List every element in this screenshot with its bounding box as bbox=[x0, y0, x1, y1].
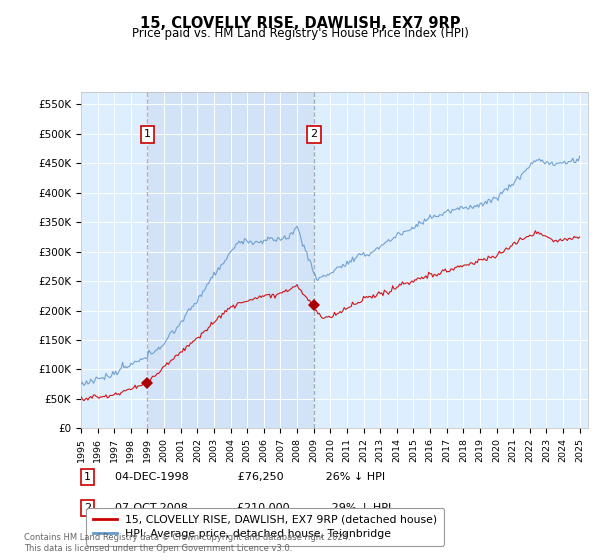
Text: 1: 1 bbox=[84, 472, 91, 482]
Text: 2: 2 bbox=[310, 129, 317, 139]
Text: 04-DEC-1998              £76,250            26% ↓ HPI: 04-DEC-1998 £76,250 26% ↓ HPI bbox=[101, 472, 385, 482]
Text: 2: 2 bbox=[84, 503, 91, 513]
Text: 1: 1 bbox=[144, 129, 151, 139]
Text: Contains HM Land Registry data © Crown copyright and database right 2024.
This d: Contains HM Land Registry data © Crown c… bbox=[24, 533, 350, 553]
Text: 15, CLOVELLY RISE, DAWLISH, EX7 9RP: 15, CLOVELLY RISE, DAWLISH, EX7 9RP bbox=[140, 16, 460, 31]
Legend: 15, CLOVELLY RISE, DAWLISH, EX7 9RP (detached house), HPI: Average price, detach: 15, CLOVELLY RISE, DAWLISH, EX7 9RP (det… bbox=[86, 508, 444, 545]
Text: Price paid vs. HM Land Registry's House Price Index (HPI): Price paid vs. HM Land Registry's House … bbox=[131, 27, 469, 40]
Bar bbox=[148, 92, 314, 428]
Text: 07-OCT-2008              £210,000            29% ↓ HPI: 07-OCT-2008 £210,000 29% ↓ HPI bbox=[101, 503, 392, 513]
